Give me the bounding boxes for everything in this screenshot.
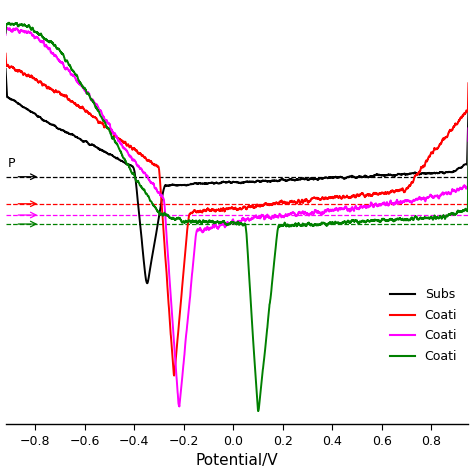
X-axis label: Potential/V: Potential/V [196, 454, 278, 468]
Legend: Subs, Coati, Coati, Coati: Subs, Coati, Coati, Coati [385, 283, 462, 368]
Text: P: P [8, 157, 16, 170]
